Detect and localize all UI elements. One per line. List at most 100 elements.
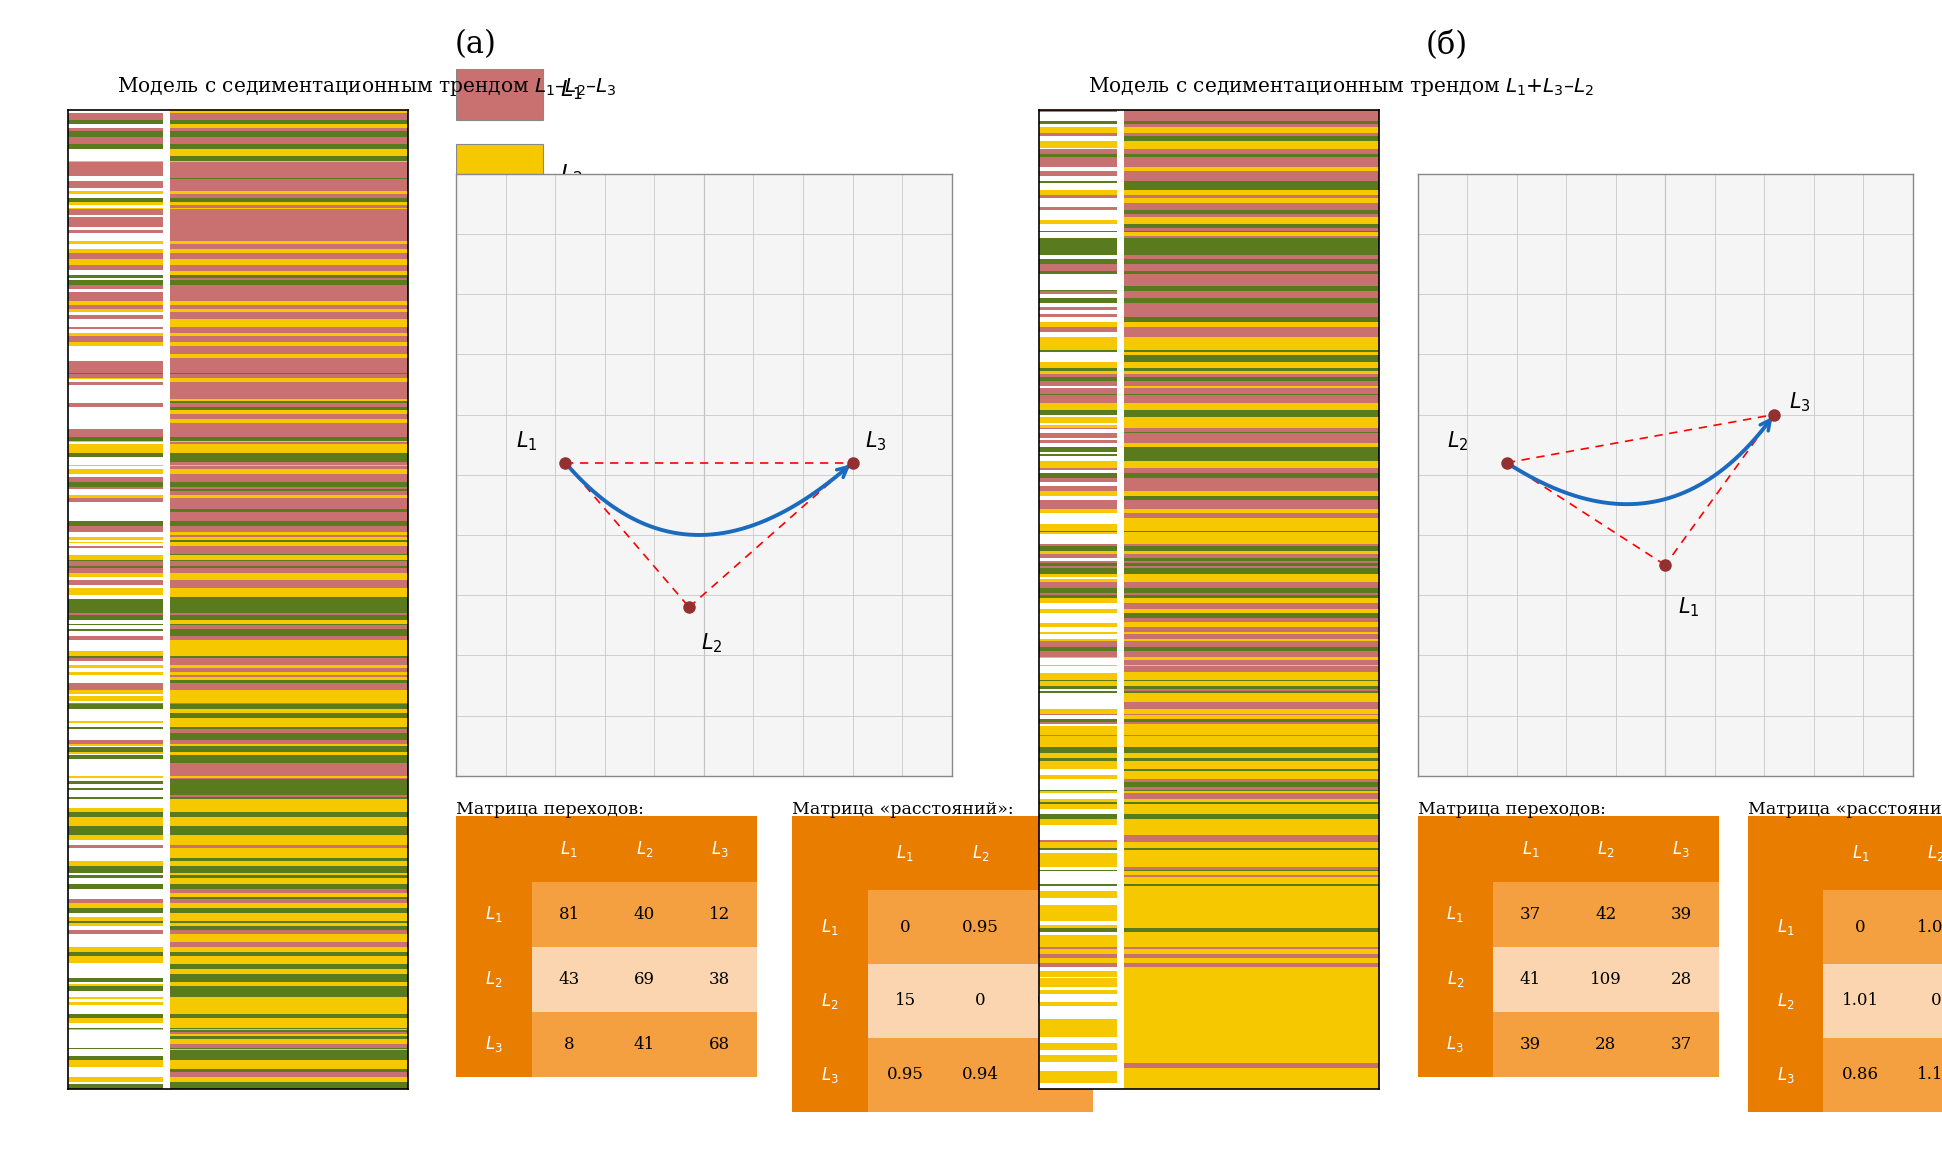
Bar: [1039, 928, 1117, 931]
Bar: [1039, 742, 1117, 747]
Bar: [68, 955, 163, 958]
Bar: [1124, 307, 1379, 310]
Text: $L_3$: $L_3$: [559, 245, 583, 269]
Bar: [1039, 156, 1117, 162]
Bar: [68, 651, 163, 655]
Bar: [1039, 687, 1117, 689]
Bar: [171, 947, 408, 950]
Bar: [1039, 719, 1117, 721]
Bar: [171, 390, 408, 395]
Bar: [68, 229, 163, 234]
Bar: [171, 301, 408, 305]
Bar: [1039, 110, 1117, 112]
Bar: [171, 723, 408, 727]
Bar: [1124, 513, 1379, 516]
Bar: [1124, 1068, 1379, 1071]
Bar: [1124, 491, 1379, 497]
Bar: [1124, 361, 1379, 366]
Bar: [1039, 328, 1117, 332]
Bar: [171, 1045, 408, 1048]
Bar: [171, 1072, 408, 1077]
Bar: [1124, 486, 1379, 491]
Bar: [171, 738, 408, 740]
Bar: [1124, 747, 1379, 750]
Bar: [171, 1069, 408, 1072]
Bar: [1124, 976, 1379, 979]
Bar: [1124, 127, 1379, 133]
Bar: [1124, 286, 1379, 290]
Bar: [171, 361, 408, 366]
Bar: [1124, 388, 1379, 391]
Bar: [68, 1027, 163, 1029]
Bar: [1124, 726, 1379, 731]
Bar: [68, 249, 163, 252]
Bar: [1039, 691, 1117, 692]
Bar: [1124, 250, 1379, 251]
Bar: [68, 573, 163, 578]
Bar: [1124, 317, 1379, 321]
Bar: [1124, 314, 1379, 317]
Bar: [171, 339, 408, 342]
Text: 68: 68: [709, 1036, 730, 1053]
Bar: [171, 162, 408, 166]
Bar: [171, 893, 408, 897]
Bar: [1124, 232, 1379, 236]
Bar: [68, 831, 163, 835]
Bar: [1124, 207, 1379, 211]
Bar: [1124, 613, 1379, 618]
Bar: [1039, 141, 1117, 146]
Bar: [68, 903, 163, 908]
Text: $L_1$: $L_1$: [486, 904, 503, 924]
Text: $L_3$: $L_3$: [1447, 1034, 1464, 1055]
Bar: [171, 489, 408, 491]
Bar: [171, 255, 408, 258]
Bar: [68, 258, 163, 262]
Bar: [1039, 381, 1117, 386]
Bar: [1039, 573, 1117, 577]
Bar: [171, 183, 408, 186]
Bar: [868, 963, 944, 1038]
Bar: [1039, 645, 1117, 647]
Bar: [68, 862, 163, 866]
Bar: [171, 879, 408, 881]
Bar: [1039, 937, 1117, 938]
Bar: [1124, 989, 1379, 990]
Bar: [68, 947, 163, 950]
Bar: [1124, 137, 1379, 141]
Bar: [171, 191, 408, 193]
Bar: [1124, 110, 1379, 112]
Bar: [68, 298, 163, 300]
Bar: [68, 566, 163, 569]
Bar: [171, 298, 408, 300]
Text: 0: 0: [1051, 1067, 1060, 1083]
Bar: [1124, 505, 1379, 510]
Bar: [1124, 386, 1379, 388]
Bar: [171, 179, 408, 181]
Text: 1.17: 1.17: [1917, 1067, 1942, 1083]
Bar: [171, 694, 408, 696]
Bar: [1124, 551, 1379, 555]
Bar: [1039, 258, 1117, 264]
Bar: [1039, 420, 1117, 423]
Bar: [171, 382, 408, 386]
Bar: [68, 1056, 163, 1061]
Bar: [1039, 391, 1117, 394]
Text: $L_3$: $L_3$: [711, 838, 728, 859]
Bar: [1124, 807, 1379, 809]
Bar: [68, 132, 163, 137]
Bar: [1124, 680, 1379, 681]
Bar: [171, 559, 408, 562]
Bar: [1124, 1062, 1379, 1063]
Bar: [1039, 962, 1117, 967]
Bar: [1124, 950, 1379, 954]
Bar: [171, 519, 408, 521]
Bar: [68, 464, 163, 467]
Bar: [1039, 190, 1117, 195]
Bar: [1124, 580, 1379, 582]
Bar: [171, 453, 408, 457]
Bar: [532, 881, 608, 947]
Bar: [1124, 801, 1379, 804]
Bar: [868, 816, 944, 891]
Bar: [68, 923, 163, 926]
Bar: [171, 962, 408, 965]
